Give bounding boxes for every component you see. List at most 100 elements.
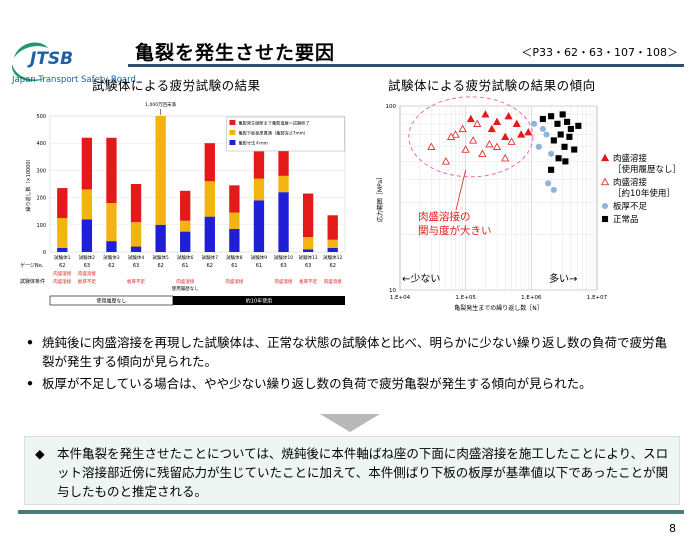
- data-point: [600, 177, 610, 186]
- data-point: [567, 125, 574, 133]
- x-tick-label: 試験体3: [103, 254, 119, 261]
- data-point: [539, 125, 546, 133]
- bar-segment: [130, 184, 142, 223]
- bar-segment: [204, 181, 215, 217]
- bar-segment: [81, 219, 93, 252]
- gauge-value: 62: [108, 263, 114, 269]
- x-tick-label: 試験体9: [251, 254, 267, 261]
- gauge-value: 63: [305, 263, 311, 269]
- y-tick-label: 0: [43, 250, 46, 256]
- bar-segment: [229, 228, 240, 252]
- logo-subtitle: Japan Transport Safety Board: [11, 75, 136, 85]
- y-tick-label: 100: [36, 223, 46, 229]
- bullet-list: • 焼鈍後に肉盛溶接を再現した試験体は、正常な状態の試験体と比べ、明らかに少ない繰…: [26, 333, 676, 396]
- data-point: [548, 166, 555, 173]
- bar-segment: [130, 246, 142, 252]
- data-point: [561, 143, 568, 150]
- gauge-value: 61: [182, 263, 188, 269]
- y-tick-label: 500: [36, 114, 46, 120]
- bar-segment: [155, 224, 166, 252]
- data-point: [524, 128, 533, 136]
- gauge-value: 63: [84, 263, 90, 269]
- data-point: [564, 118, 571, 125]
- data-point: [504, 111, 513, 120]
- fatigue-bar-chart: 0100200300400500繰り返し数（×10000）試験体162肉盛溶接肉…: [20, 101, 346, 306]
- data-point: [517, 130, 526, 138]
- bar-segment: [327, 215, 338, 240]
- bullet-item: • 焼鈍後に肉盛溶接を再現した試験体は、正常な状態の試験体と比べ、明らかに少ない繰…: [26, 335, 668, 369]
- bar-segment: [327, 239, 338, 248]
- x-tick-label: 1.E+07: [587, 295, 608, 301]
- down-arrow-icon: [320, 414, 380, 432]
- legend-label: 亀裂寸法４ｍｍ: [238, 140, 267, 147]
- gauge-value: 62: [207, 263, 213, 269]
- condition-sub-label: 肉盛溶接: [78, 270, 96, 277]
- x-tick-label: 試験体8: [226, 254, 242, 261]
- annotation-pointer: [455, 169, 467, 211]
- gauge-value: 61: [256, 263, 262, 269]
- bullet-item: • 板厚が不足している場合は、やや少ない繰り返し数の負荷で疲労亀裂が発生する傾向が…: [26, 376, 592, 391]
- data-point: [501, 132, 510, 140]
- data-point: [487, 124, 496, 133]
- bar-segment: [302, 237, 314, 250]
- bar-segment: [106, 203, 117, 242]
- bar-segment: [180, 190, 191, 221]
- bar-segment: [81, 137, 93, 190]
- y-axis-label: 応力範囲［MPa］: [376, 174, 384, 222]
- data-point: [566, 133, 573, 140]
- left-chart-title: 試験体による疲労試験の結果: [92, 78, 261, 93]
- right-chart-title: 試験体による疲労試験の結果の傾向: [388, 78, 596, 93]
- data-point: [507, 137, 516, 145]
- data-point: [559, 111, 566, 118]
- bar-segment: [106, 241, 117, 252]
- conclusion-box: ◆ 本件亀裂を発生させたことについては、焼鈍後に本件軸ばね座の下面に肉盛溶接を施…: [24, 436, 680, 505]
- less-label: ←少ない: [402, 273, 440, 285]
- data-point: [550, 137, 557, 144]
- data-point: [501, 154, 510, 162]
- bar-segment: [278, 192, 289, 252]
- data-point: [461, 145, 470, 153]
- legend-label: 亀裂発生破断まで亀裂進展＝試験終了: [238, 120, 309, 127]
- legend-label: 肉盛溶接: [613, 177, 648, 188]
- bar-segment: [57, 218, 68, 248]
- data-point: [562, 158, 569, 165]
- x-tick-label: 1.E+05: [455, 295, 476, 301]
- x-tick-label: 試験体10: [274, 254, 293, 261]
- bar-segment: [106, 137, 117, 204]
- bar-segment: [57, 188, 68, 218]
- gauge-value: 63: [280, 263, 286, 269]
- data-point: [600, 153, 610, 162]
- legend-label: 肉盛溶接: [613, 153, 648, 164]
- x-tick-label: 試験体7: [202, 254, 218, 261]
- data-point: [469, 136, 478, 144]
- data-point: [601, 202, 609, 210]
- gauge-value: 62: [330, 263, 336, 269]
- data-point: [543, 131, 550, 138]
- bar-segment: [155, 116, 166, 225]
- legend-label: 板厚不足: [613, 201, 648, 212]
- bar-segment: [253, 200, 265, 252]
- bar-segment: [327, 247, 338, 252]
- group-label: 使用履歴なし: [96, 298, 126, 305]
- bar-segment: [57, 247, 68, 252]
- x-tick-label: 試験体5: [152, 254, 168, 261]
- legend-swatch: [229, 140, 236, 145]
- data-point: [427, 142, 436, 150]
- diamond-icon: ◆: [35, 446, 45, 461]
- y-tick-label: 100: [386, 104, 397, 110]
- footer-rule: [18, 510, 684, 514]
- data-point: [575, 122, 582, 129]
- annotation-line-2: 関与度が大きい: [418, 224, 492, 237]
- gauge-row-label: ゲージNo.: [20, 262, 44, 269]
- bar-segment: [204, 216, 215, 252]
- data-point: [550, 186, 557, 193]
- data-point: [512, 119, 521, 127]
- data-point: [473, 119, 482, 127]
- conclusion-text: 本件亀裂を発生させたことについては、焼鈍後に本件軸ばね座の下面に肉盛溶接を施工し…: [57, 446, 669, 499]
- header-rule: [128, 64, 684, 67]
- data-point: [481, 110, 490, 118]
- x-tick-label: 1.E+04: [390, 295, 411, 301]
- data-point: [441, 157, 450, 165]
- condition-sub-label: 肉盛溶接: [53, 270, 71, 277]
- data-point: [447, 132, 456, 140]
